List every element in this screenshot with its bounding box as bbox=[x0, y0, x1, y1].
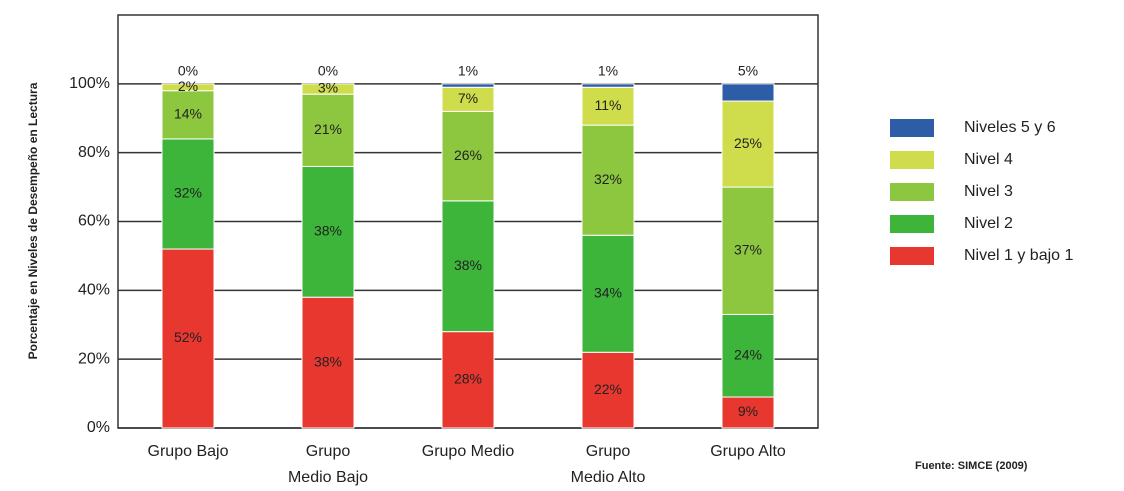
value-label: 1% bbox=[458, 63, 478, 79]
bar-segment bbox=[301, 296, 355, 429]
x-tick-label: Grupo Medio bbox=[422, 443, 515, 460]
bar-segment bbox=[301, 165, 355, 298]
value-label: 38% bbox=[314, 353, 342, 369]
value-label: 21% bbox=[314, 121, 342, 137]
value-label: 14% bbox=[174, 106, 202, 122]
value-label: 24% bbox=[734, 346, 762, 362]
bar-segment bbox=[161, 90, 215, 140]
value-label: 9% bbox=[738, 403, 758, 419]
x-tick-label: Grupo Medio Bajo bbox=[288, 443, 368, 486]
source-note: Fuente: SIMCE (2009) bbox=[915, 460, 1028, 472]
bar-segment bbox=[581, 83, 635, 88]
legend-label: Nivel 1 y bajo 1 bbox=[964, 247, 1073, 264]
y-tick-label: 80% bbox=[78, 144, 110, 161]
legend-label: Nivel 3 bbox=[964, 183, 1013, 200]
bar-segment bbox=[721, 313, 775, 398]
value-label: 0% bbox=[178, 63, 198, 79]
value-label: 37% bbox=[734, 241, 762, 257]
value-label: 5% bbox=[738, 63, 758, 79]
legend-swatch bbox=[890, 183, 934, 201]
bar-segment bbox=[301, 93, 355, 167]
bar-segment bbox=[581, 86, 635, 126]
bar-segment bbox=[581, 234, 635, 353]
bar-segment bbox=[721, 186, 775, 315]
bar-segment bbox=[441, 110, 495, 202]
bar-segment bbox=[441, 83, 495, 88]
bar-segment bbox=[721, 396, 775, 429]
value-label: 11% bbox=[595, 97, 622, 113]
y-axis-label: Porcentaje en Niveles de Desempeño en Le… bbox=[26, 82, 40, 359]
y-tick-label: 100% bbox=[69, 75, 110, 92]
value-label: 3% bbox=[318, 80, 338, 96]
x-tick-label: Grupo Bajo bbox=[148, 443, 229, 460]
value-label: 34% bbox=[594, 284, 622, 300]
legend-label: Nivel 2 bbox=[964, 215, 1013, 232]
legend-swatch bbox=[890, 119, 934, 137]
bar-segment bbox=[301, 83, 355, 95]
x-tick-label: Grupo Alto bbox=[710, 443, 786, 460]
value-label: 52% bbox=[174, 329, 202, 345]
legend-label: Niveles 5 y 6 bbox=[964, 119, 1056, 136]
value-label: 28% bbox=[454, 371, 482, 387]
value-label: 1% bbox=[598, 63, 618, 79]
value-label: 38% bbox=[314, 223, 342, 239]
legend-swatch bbox=[890, 247, 934, 265]
value-label: 7% bbox=[458, 90, 478, 106]
bar-segment bbox=[721, 83, 775, 102]
value-label: 32% bbox=[174, 185, 202, 201]
bar-segment bbox=[581, 351, 635, 429]
y-tick-label: 40% bbox=[78, 282, 110, 299]
value-label: 32% bbox=[594, 171, 622, 187]
legend-swatch bbox=[890, 151, 934, 169]
y-tick-label: 0% bbox=[87, 419, 110, 436]
value-label: 2% bbox=[178, 78, 198, 94]
value-label: 26% bbox=[454, 147, 482, 163]
bar-segment bbox=[721, 100, 775, 188]
value-label: 25% bbox=[734, 135, 762, 151]
bar-segment bbox=[581, 124, 635, 236]
x-tick-label: Grupo Medio Alto bbox=[571, 443, 646, 486]
value-label: 0% bbox=[318, 63, 338, 79]
bar-segment bbox=[161, 138, 215, 250]
y-tick-label: 20% bbox=[78, 350, 110, 367]
value-label: 38% bbox=[454, 257, 482, 273]
y-tick-label: 60% bbox=[78, 213, 110, 230]
bar-segment bbox=[441, 331, 495, 429]
legend-label: Nivel 4 bbox=[964, 151, 1013, 168]
legend-swatch bbox=[890, 215, 934, 233]
bar-segment bbox=[161, 83, 215, 92]
value-label: 22% bbox=[594, 381, 622, 397]
